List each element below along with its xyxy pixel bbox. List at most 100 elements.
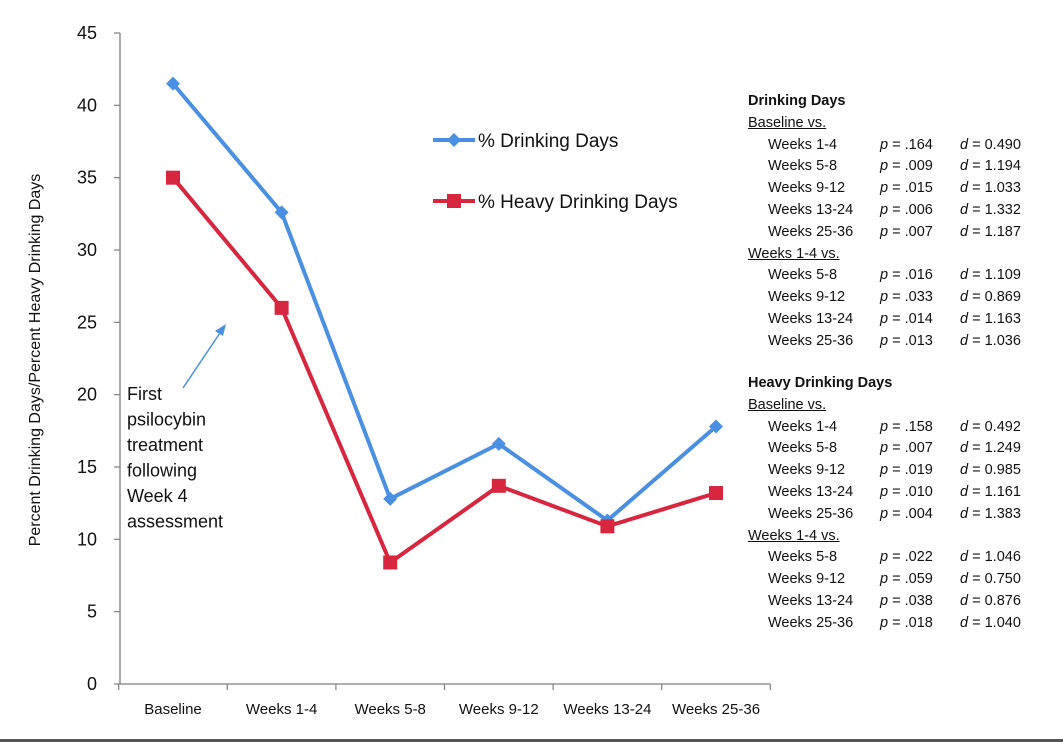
effect-size: d = 1.163 <box>960 311 1021 327</box>
effect-size-number: 0.492 <box>984 418 1021 435</box>
p-value: p = .158 <box>880 418 933 435</box>
data-point-drinking-days <box>491 436 506 451</box>
p-value-number: .013 <box>904 332 933 349</box>
stats-comparison-label: Weeks 25-36 <box>768 614 854 631</box>
annotation-line: psilocybin <box>127 410 206 430</box>
p-value: p = .010 <box>880 484 933 500</box>
effect-size-number: 0.869 <box>984 289 1021 306</box>
p-value-number: .006 <box>904 202 933 218</box>
p-value: p = .015 <box>880 180 933 197</box>
effect-size-number: 1.161 <box>984 484 1021 500</box>
p-symbol: p <box>880 614 889 631</box>
p-symbol: p <box>880 332 889 349</box>
effect-size-number: 1.046 <box>984 549 1021 566</box>
effect-size: d = 0.490 <box>960 136 1021 153</box>
p-value-number: .010 <box>904 484 933 500</box>
bottom-rule <box>0 739 1063 742</box>
y-tick-label: 5 <box>87 602 97 622</box>
x-tick-label: Weeks 25-36 <box>672 701 760 718</box>
data-point-heavy-drinking-days <box>709 486 723 501</box>
p-value: p = .009 <box>880 158 933 175</box>
legend-marker-diamond <box>447 133 461 147</box>
annotation: First psilocybin treatment following Week 4 a… <box>127 324 226 532</box>
annotation-line: assessment <box>127 512 223 532</box>
p-symbol: p <box>880 505 889 522</box>
p-symbol: p <box>880 136 889 153</box>
d-symbol: d <box>960 549 969 566</box>
p-value-number: .059 <box>904 571 933 588</box>
stats-comparison-label: Weeks 1-4 <box>768 136 838 153</box>
p-value-number: .009 <box>904 158 933 175</box>
effect-size: d = 0.492 <box>960 418 1021 435</box>
effect-size-number: 1.249 <box>984 440 1021 457</box>
p-value: p = .004 <box>880 505 933 522</box>
p-value-number: .007 <box>904 440 933 457</box>
stats-comparison-label: Weeks 9-12 <box>768 462 846 479</box>
d-symbol: d <box>960 484 969 500</box>
effect-size-number: 0.490 <box>984 136 1021 153</box>
data-point-drinking-days <box>166 76 180 91</box>
p-value-number: .158 <box>904 418 933 435</box>
d-symbol: d <box>960 289 969 306</box>
p-value: p = .016 <box>880 267 933 284</box>
data-point-heavy-drinking-days <box>383 555 398 570</box>
effect-size: d = 0.750 <box>960 571 1021 588</box>
effect-size: d = 0.876 <box>960 593 1021 609</box>
stats-comparison-label: Weeks 25-36 <box>768 505 854 522</box>
d-symbol: d <box>960 440 969 457</box>
p-value-number: .004 <box>904 505 933 522</box>
data-point-heavy-drinking-days <box>600 519 615 534</box>
annotation-line: following <box>127 461 197 481</box>
d-symbol: d <box>960 332 969 349</box>
effect-size: d = 1.046 <box>960 549 1021 566</box>
d-symbol: d <box>960 418 969 435</box>
stats-comparison-label: Weeks 9-12 <box>768 180 846 197</box>
effect-size-number: 0.876 <box>984 593 1021 609</box>
p-value-number: .038 <box>904 593 933 609</box>
p-value-number: .014 <box>904 311 933 327</box>
stats-comparison-label: Weeks 13-24 <box>768 202 854 218</box>
y-tick-label: 25 <box>77 312 97 332</box>
y-tick-label: 40 <box>77 95 97 115</box>
legend-label-0: % Drinking Days <box>478 131 618 152</box>
effect-size-number: 0.750 <box>984 571 1021 588</box>
stats-comparison-label: Weeks 1-4 <box>768 418 838 435</box>
annotation-arrow-head <box>215 324 226 336</box>
p-value: p = .013 <box>880 332 933 349</box>
y-tick-label: 35 <box>77 168 97 188</box>
d-symbol: d <box>960 462 969 479</box>
annotation-line: Week 4 <box>127 486 188 506</box>
x-tick-label: Weeks 5-8 <box>354 701 425 718</box>
p-symbol: p <box>880 571 889 588</box>
effect-size: d = 1.109 <box>960 267 1021 284</box>
data-point-heavy-drinking-days <box>274 300 289 315</box>
p-symbol: p <box>880 158 889 175</box>
stats-comparison-label: Weeks 25-36 <box>768 223 854 240</box>
effect-size: d = 1.161 <box>960 484 1021 500</box>
p-value: p = .018 <box>880 614 933 631</box>
p-symbol: p <box>880 223 889 240</box>
d-symbol: d <box>960 180 969 197</box>
y-tick-label: 30 <box>77 240 97 260</box>
stats-comparison-label: Weeks 9-12 <box>768 571 846 588</box>
chart-legend: % Drinking Days % Heavy Drinking Days <box>433 131 678 213</box>
effect-size: d = 1.332 <box>960 202 1021 218</box>
p-value-number: .033 <box>904 289 933 306</box>
y-tick-label: 0 <box>87 674 97 694</box>
p-value: p = .006 <box>880 202 933 218</box>
effect-size: d = 1.194 <box>960 158 1021 175</box>
stats-comparison-label: Weeks 5-8 <box>768 158 838 175</box>
y-tick-label: 45 <box>77 23 97 43</box>
effect-size-number: 1.332 <box>984 202 1021 218</box>
p-value: p = .164 <box>880 136 933 153</box>
effect-size-number: 1.383 <box>984 505 1021 522</box>
stats-comparison-label: Weeks 25-36 <box>768 332 854 349</box>
effect-size: d = 0.869 <box>960 289 1021 306</box>
effect-size: d = 1.040 <box>960 614 1021 631</box>
p-symbol: p <box>880 593 889 609</box>
p-symbol: p <box>880 418 889 435</box>
annotation-line: treatment <box>127 435 203 455</box>
d-symbol: d <box>960 311 969 327</box>
d-symbol: d <box>960 505 969 522</box>
